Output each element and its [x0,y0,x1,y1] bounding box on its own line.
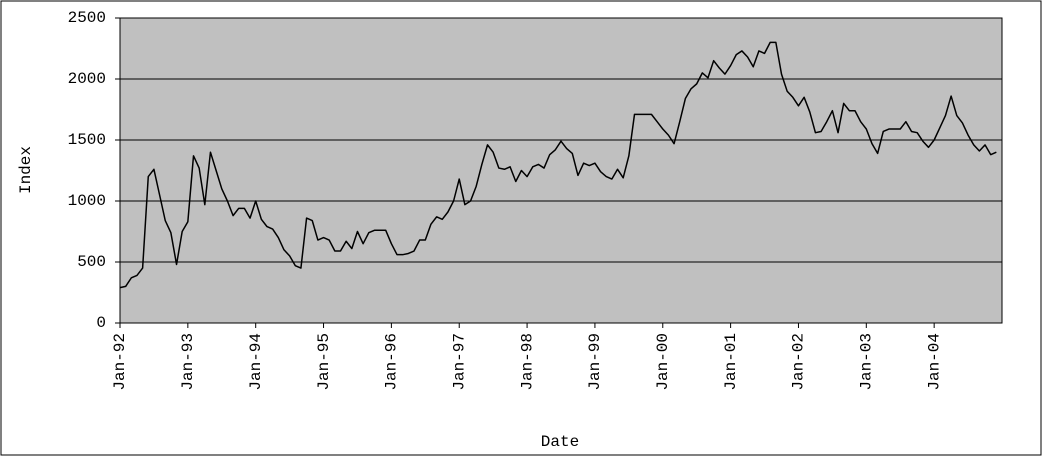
y-tick-label: 2500 [68,9,106,27]
y-tick-label: 0 [96,314,106,332]
plot-area [119,17,1003,324]
x-tick-label: Jan-03 [858,333,876,391]
x-tick-label: Jan-93 [179,333,197,391]
x-axis-title: Date [541,433,579,451]
y-axis-title: Index [17,146,35,194]
data-line [119,41,997,289]
x-tick-label: Jan-98 [518,333,536,391]
x-tick-label: Jan-02 [790,333,808,391]
x-tick-label: Jan-00 [654,333,672,391]
x-tick-label: Jan-92 [111,333,129,391]
x-tick-label: Jan-97 [450,333,468,391]
y-tick-label: 2000 [68,70,106,88]
x-tick-label: Jan-01 [722,333,740,391]
y-tick-label: 1000 [68,192,106,210]
x-tick-label: Jan-99 [586,333,604,391]
x-tick-label: Jan-94 [247,333,265,391]
y-tick-label: 500 [77,253,106,271]
x-tick-label: Jan-95 [315,333,333,391]
y-tick-label: 1500 [68,131,106,149]
x-tick-label: Jan-04 [925,333,943,391]
x-tick-label: Jan-96 [383,333,401,391]
